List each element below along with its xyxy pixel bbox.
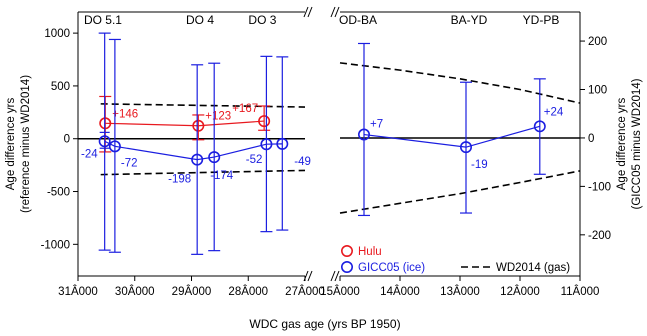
axis-break-mark (335, 271, 339, 281)
right-y-tick-label: 0 (588, 133, 594, 145)
left-gicc05-data-label: -174 (210, 170, 234, 182)
legend-gicc05-label: GICC05 (ice) (358, 262, 425, 274)
right-wd2014-upper-line (340, 63, 580, 103)
right-gicc05-line (364, 126, 540, 147)
right-x-tick-label: 15Â000 (320, 285, 360, 298)
left-panel: +146 +123+167 -24 -72 -198 -174 -52 -49 DO 5.1 DO… (5, 7, 339, 298)
left-y-axis-title-line1: Age difference yrs (5, 98, 17, 191)
right-y-tick-label: 200 (588, 36, 607, 48)
left-wd2014-upper-line (101, 104, 305, 107)
axis-break-mark (331, 7, 335, 17)
right-event-label: YD-PB (523, 13, 560, 27)
right-x-tick-label: 11Â000 (561, 285, 600, 298)
right-x-tick-label: 12Â000 (500, 285, 540, 298)
left-y-axis-title-line2: (reference minus WD2014) (20, 75, 32, 213)
right-gicc05-data-label: +24 (544, 106, 564, 118)
axis-break-mark (308, 7, 312, 17)
left-event-label: DO 4 (186, 13, 214, 27)
left-x-tick-label: 30Â000 (115, 285, 155, 298)
legend-hulu-label: Hulu (358, 246, 382, 258)
left-wd2014-lower-line (101, 170, 305, 174)
left-hulu-data-label: +123 (205, 111, 231, 123)
left-y-tick-label: 0 (64, 134, 70, 146)
right-x-tick-label: 13Â000 (440, 285, 480, 298)
left-x-tick-label: 27Â000 (285, 285, 325, 298)
axis-break-mark (331, 271, 335, 281)
right-y-axis-title-line2: (GICC05 minus WD2014) (631, 78, 643, 209)
right-y-tick-label: -100 (588, 181, 611, 193)
right-gicc05-data-label: -19 (471, 159, 488, 171)
left-gicc05-data-label: -49 (294, 156, 311, 168)
right-y-tick-label: -200 (588, 230, 611, 242)
left-y-tick-label: 500 (51, 81, 70, 93)
axis-break-mark (308, 271, 312, 281)
left-x-tick-label: 31Â000 (58, 285, 98, 298)
left-x-tick-label: 29Â000 (172, 285, 212, 298)
left-y-tick-label: 1000 (44, 28, 70, 40)
legend-hulu-marker (342, 246, 352, 256)
left-hulu-data-label: +167 (232, 103, 258, 115)
right-x-tick-label: 14Â000 (380, 285, 420, 298)
legend-gicc05-marker (342, 262, 352, 272)
left-y-tick-label: -1000 (41, 239, 70, 251)
right-event-label: OD-BA (339, 13, 377, 27)
right-wd2014-lower-line (340, 171, 580, 213)
left-y-tick-label: -500 (47, 187, 70, 199)
legend: Hulu GICC05 (ice) WD2014 (gas) (342, 246, 571, 274)
left-gicc05-data-label: -24 (81, 148, 98, 160)
left-x-tick-label: 28Â000 (228, 285, 268, 298)
left-event-label: DO 3 (248, 13, 276, 27)
right-y-axis-title-line1: Age difference yrs (616, 98, 628, 191)
legend-wd2014-label: WD2014 (gas) (496, 262, 570, 274)
left-gicc05-data-label: -198 (168, 174, 191, 186)
left-hulu-line (105, 121, 264, 126)
left-event-label: DO 5.1 (84, 13, 122, 27)
left-gicc05-data-label: -52 (246, 154, 263, 166)
right-y-tick-label: 100 (588, 85, 607, 97)
x-axis-title: WDC gas age (yrs BP 1950) (249, 317, 400, 331)
right-event-label: BA-YD (451, 13, 488, 27)
left-gicc05-data-label: -72 (121, 157, 138, 169)
right-gicc05-data-label: +7 (370, 119, 383, 131)
left-hulu-data-label: +146 (112, 108, 138, 120)
